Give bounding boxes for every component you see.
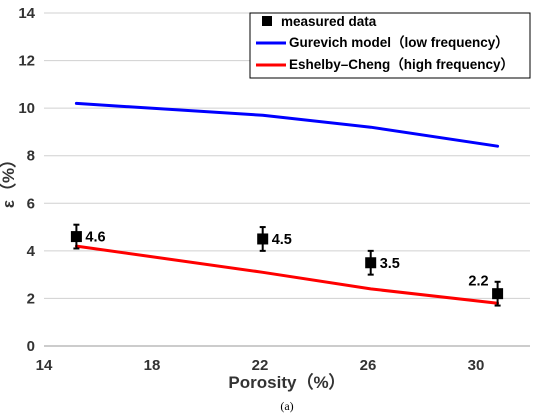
y-tick-label: 2 bbox=[27, 290, 35, 307]
y-tick-label: 10 bbox=[18, 100, 35, 117]
measured-point bbox=[492, 288, 504, 300]
measured-point bbox=[70, 231, 82, 243]
x-tick-label: 22 bbox=[252, 357, 269, 374]
y-tick-label: 0 bbox=[27, 338, 35, 355]
x-axis-ticks: 14 18 22 26 30 bbox=[36, 357, 485, 374]
data-label: 4.6 bbox=[85, 230, 105, 246]
x-tick-label: 26 bbox=[360, 357, 377, 374]
legend-label-eshelby-cheng: Eshelby–Cheng（high frequency） bbox=[289, 57, 514, 72]
legend-label-measured: measured data bbox=[281, 14, 377, 29]
y-tick-label: 8 bbox=[27, 148, 35, 165]
y-tick-label: 6 bbox=[27, 195, 35, 212]
x-tick-label: 30 bbox=[468, 357, 485, 374]
data-label: 2.2 bbox=[468, 274, 488, 290]
legend: measured data Gurevich model（low frequen… bbox=[249, 12, 531, 79]
series-line-gurevich bbox=[74, 101, 500, 148]
legend-label-gurevich: Gurevich model（low frequency） bbox=[289, 35, 509, 50]
measured-points: 4.6 4.5 3.5 2.2 bbox=[70, 223, 504, 307]
x-tick-label: 14 bbox=[36, 357, 53, 374]
measured-point bbox=[365, 257, 377, 269]
x-axis-title: Porosity（%） bbox=[228, 372, 345, 392]
measured-point bbox=[257, 233, 269, 245]
data-label: 3.5 bbox=[380, 256, 400, 272]
figure-caption: (a) bbox=[280, 399, 293, 413]
series-lines bbox=[74, 101, 500, 305]
y-tick-label: 14 bbox=[18, 5, 35, 22]
y-axis-ticks: 0 2 4 6 8 10 12 14 bbox=[18, 5, 35, 355]
legend-box bbox=[249, 12, 531, 79]
y-tick-label: 4 bbox=[27, 243, 36, 260]
legend-marker-measured bbox=[262, 16, 272, 26]
data-label: 4.5 bbox=[272, 232, 292, 248]
y-axis-title: ε（%） bbox=[0, 151, 18, 208]
series-line-eshelby-cheng bbox=[74, 244, 500, 305]
x-tick-label: 18 bbox=[144, 357, 161, 374]
y-tick-label: 12 bbox=[18, 53, 35, 70]
